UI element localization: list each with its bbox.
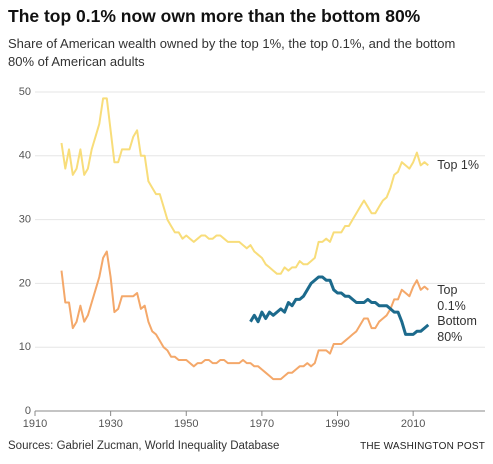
y-tick-label: 30 [19,214,31,226]
x-tick-label: 1930 [98,418,122,430]
credit: THE WASHINGTON POST [360,441,485,452]
series-label: Bottom 80% [437,313,477,344]
series-line [60,250,429,381]
y-tick-label: 50 [19,86,31,98]
source-note: Sources: Gabriel Zucman, World Inequalit… [8,440,280,452]
y-tick-label: 0 [25,405,31,417]
chart-subtitle: Share of American wealth owned by the to… [8,36,456,69]
y-tick-label: 20 [19,277,31,289]
x-tick-label: 1910 [23,418,47,430]
x-tick-label: 1970 [250,418,274,430]
series-label: Top 1% [437,158,479,173]
y-tick-label: 40 [19,150,31,162]
y-tick-label: 10 [19,341,31,353]
chart-title: The top 0.1% now own more than the botto… [8,6,421,26]
x-tick-label: 2010 [401,418,425,430]
series-label: Top 0.1% [437,282,466,313]
x-tick-label: 1950 [174,418,198,430]
series-line [249,275,430,336]
x-tick-label: 1990 [325,418,349,430]
series-line [60,97,429,275]
